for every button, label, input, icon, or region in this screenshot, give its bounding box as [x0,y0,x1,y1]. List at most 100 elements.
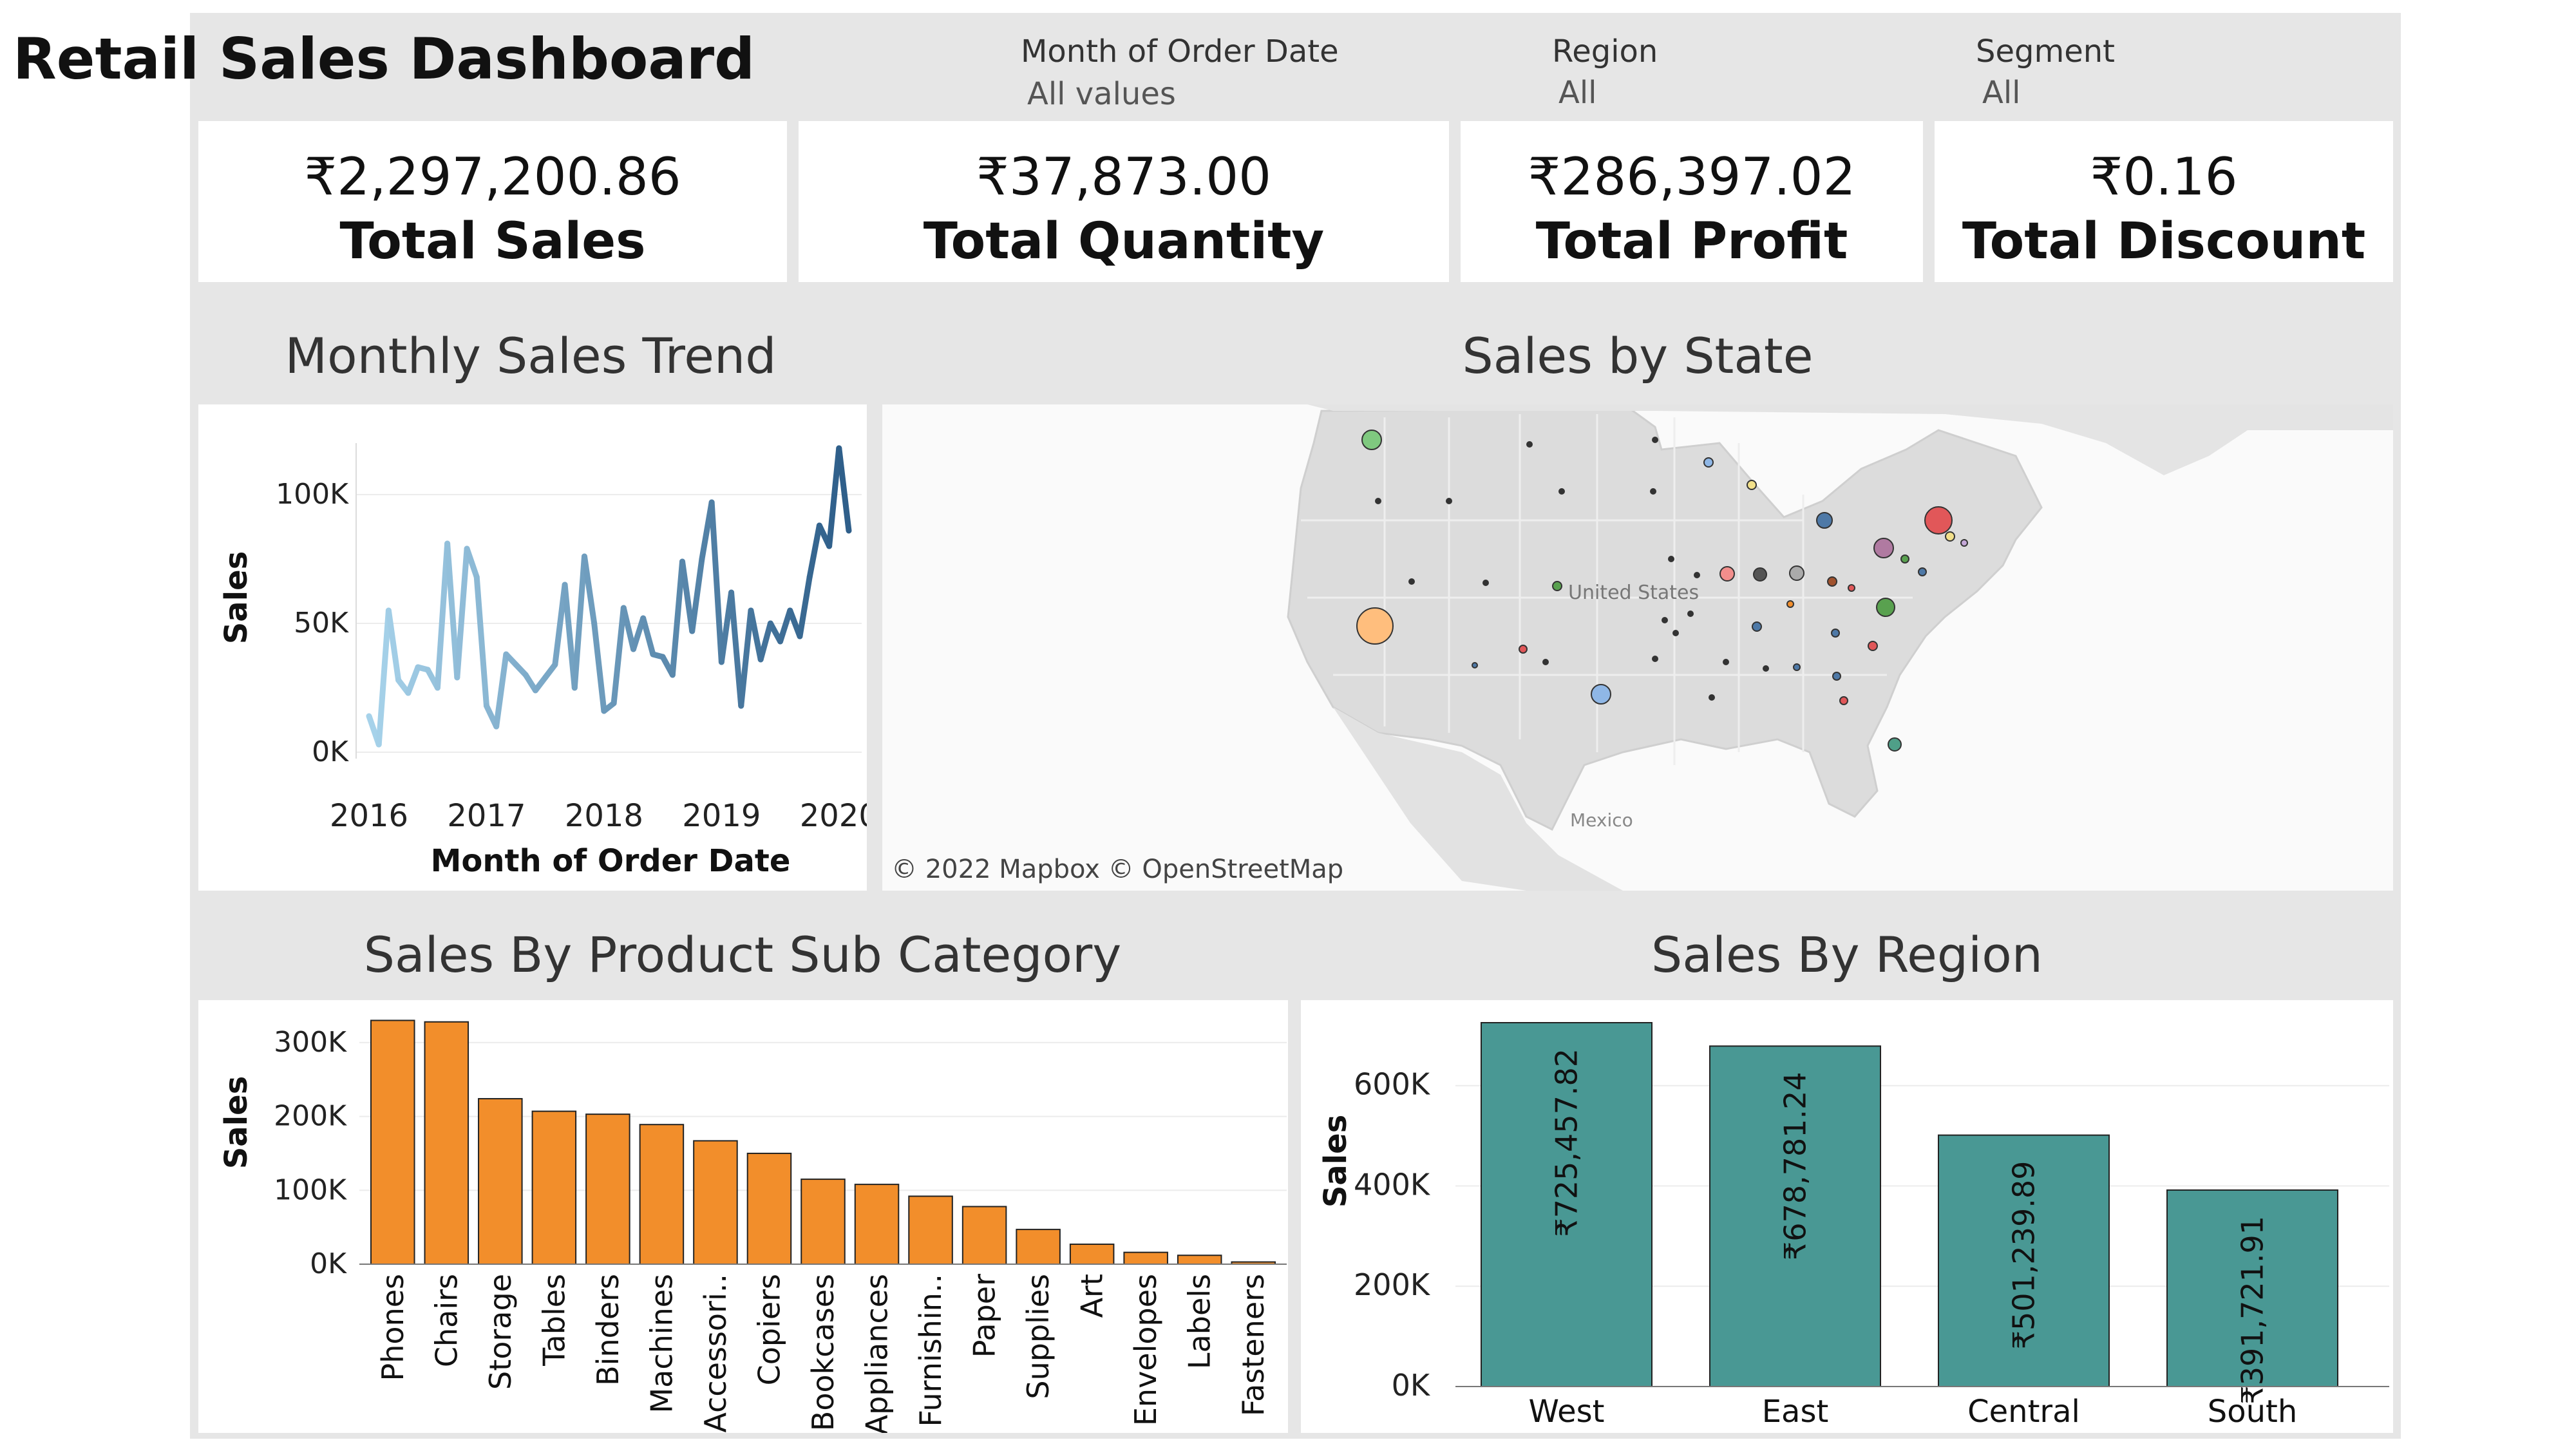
state-marker[interactable] [1827,576,1837,587]
sales-map[interactable]: United States Mexico © 2022 Mapbox © Ope… [882,404,2393,891]
state-marker[interactable] [1356,607,1394,645]
subcat-bar [693,1140,738,1265]
state-marker[interactable] [1924,506,1953,535]
state-marker[interactable] [1652,656,1658,662]
state-marker[interactable] [1752,621,1762,632]
trend-line-segment [630,615,647,652]
state-marker[interactable] [1591,684,1611,705]
state-marker[interactable] [1694,572,1700,578]
subcat-ytick-label: 0K [310,1247,347,1280]
subcat-bar [478,1098,523,1265]
subcat-ytick-label: 100K [274,1173,347,1206]
kpi-total-quantity: ₹37,873.00 Total Quantity [799,121,1449,282]
state-marker[interactable] [1876,598,1895,617]
trend-ytick-label: 50K [294,607,349,639]
section-title-region: Sales By Region [1651,926,2043,983]
state-marker[interactable] [1945,531,1955,542]
state-marker[interactable] [1650,488,1656,495]
state-marker[interactable] [1361,430,1382,450]
state-marker[interactable] [1446,498,1452,504]
trend-line-segment [611,605,627,706]
map-panel[interactable]: United States Mexico © 2022 Mapbox © Ope… [882,404,2393,891]
state-marker[interactable] [1786,600,1794,608]
subcat-category-label: Copiers [752,1274,786,1385]
trend-line-segment [738,607,754,709]
state-marker[interactable] [1831,629,1840,638]
state-marker[interactable] [1753,567,1767,582]
trend-line-segment [777,607,793,645]
subcat-ytick-label: 200K [274,1100,347,1133]
state-marker[interactable] [1709,694,1715,701]
trend-line-segment [669,558,686,678]
trend-line-segment [434,540,451,691]
region-y-axis-title: Sales [1318,1115,1354,1208]
state-marker[interactable] [1558,488,1565,495]
mexico-shape [1333,707,1623,891]
state-marker[interactable] [1526,441,1533,448]
state-marker[interactable] [1723,659,1729,665]
subcat-bar [1123,1251,1168,1265]
state-marker[interactable] [1408,578,1415,585]
region-category-label: East [1762,1394,1829,1430]
section-title-map: Sales by State [1462,327,1814,384]
region-ytick-label: 0K [1392,1368,1431,1403]
region-data-label: ₹501,239.89 [2007,1161,2041,1350]
state-marker[interactable] [1900,554,1909,564]
subcat-bar [1177,1255,1222,1265]
state-marker[interactable] [1542,659,1549,665]
trend-line-segment [797,574,813,639]
subcat-category-label: Labels [1182,1274,1217,1369]
filter-region-value[interactable]: All [1558,75,1597,111]
state-marker[interactable] [1652,437,1658,443]
state-markers[interactable] [1356,430,1968,752]
state-marker[interactable] [1687,611,1694,617]
trend-x-axis-title: Month of Order Date [431,843,791,879]
state-marker[interactable] [1868,641,1878,651]
trend-xtick-label: 2016 [330,798,408,834]
subcat-category-label: Fasteners [1236,1274,1271,1416]
state-marker[interactable] [1793,663,1801,671]
subcat-category-label: Envelopes [1128,1274,1163,1426]
filter-month-value[interactable]: All values [1027,76,1176,112]
state-marker[interactable] [1839,696,1848,705]
subcat-ytick-label: 300K [274,1026,347,1059]
state-marker[interactable] [1482,580,1489,586]
subcat-bar [639,1124,685,1265]
state-marker[interactable] [1789,565,1804,581]
state-marker[interactable] [1747,480,1757,490]
trend-line-segment [591,620,607,714]
state-marker[interactable] [1375,498,1381,504]
trend-line-segment [826,445,842,549]
state-marker[interactable] [1703,457,1714,468]
state-marker[interactable] [1719,566,1735,582]
subcat-category-label: Machines [644,1274,679,1414]
state-marker[interactable] [1888,737,1902,752]
trend-line-segment [679,558,696,634]
state-marker[interactable] [1552,581,1562,591]
trend-xtick-label: 2020 [800,798,867,834]
state-marker[interactable] [1668,556,1674,562]
state-marker[interactable] [1816,512,1833,529]
state-marker[interactable] [1472,662,1478,668]
trend-line-segment [562,582,578,691]
state-marker[interactable] [1918,567,1927,576]
state-marker[interactable] [1672,630,1679,636]
state-marker[interactable] [1832,672,1841,681]
state-marker[interactable] [1848,584,1855,592]
region-panel: 0K 200K 400K 600K Sales West ₹725,457.82 East ₹6… [1301,1000,2393,1433]
trend-ytick-label: 100K [276,478,349,511]
filter-segment-label: Segment [1976,33,2115,70]
subcat-category-label: Supplies [1021,1274,1056,1399]
state-marker[interactable] [1960,539,1968,547]
state-marker[interactable] [1873,538,1894,558]
filter-segment-value[interactable]: All [1982,75,2021,111]
state-marker[interactable] [1662,617,1668,623]
state-marker[interactable] [1519,645,1528,654]
state-marker[interactable] [1763,665,1769,672]
subcat-bar [1069,1244,1115,1265]
subcat-bar [800,1179,846,1265]
region-category-label: West [1528,1394,1604,1430]
trend-line-segment [836,445,852,534]
subcat-category-label: Bookcases [806,1274,840,1431]
filter-month-label: Month of Order Date [1021,33,1339,70]
